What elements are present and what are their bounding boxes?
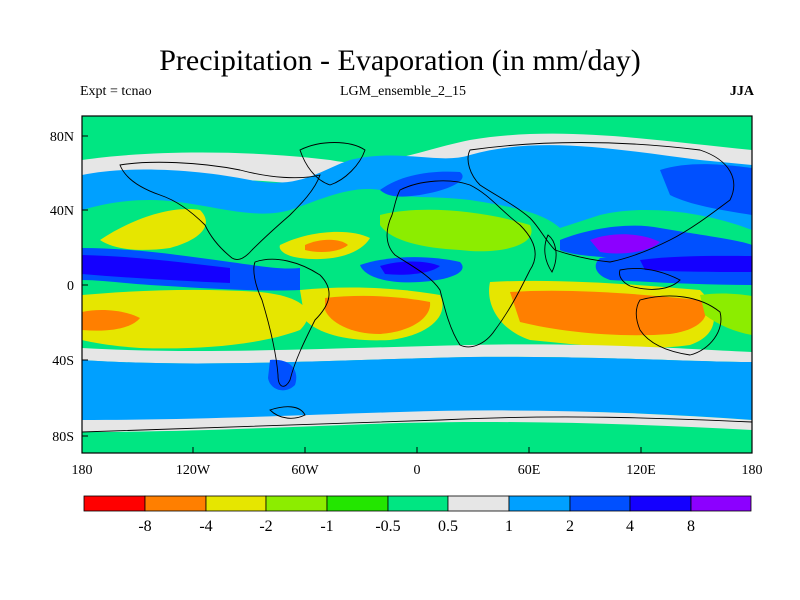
field-south-pacific-orange <box>82 310 140 331</box>
lat-axis: 80N 40N 0 40S 80S <box>50 130 88 445</box>
colorbar-label: -4 <box>199 518 212 535</box>
colorbar-swatch <box>83 495 146 512</box>
coast-south-america <box>253 258 330 387</box>
field-north-atlantic-deep <box>380 171 463 197</box>
field-itcz-atlantic-violet <box>380 261 440 275</box>
colorbar-label: 4 <box>626 518 634 535</box>
lon-label: 180 <box>72 463 93 478</box>
coast-asia <box>467 142 735 263</box>
lon-label: 180 <box>742 463 763 478</box>
field-itcz-pacific-violet <box>82 255 230 283</box>
lon-label: 60E <box>518 463 541 478</box>
field-south-grey-band <box>82 344 752 364</box>
colorbar: -8 -4 -2 -1 -0.5 0.5 1 2 4 8 <box>83 495 752 535</box>
colorbar-label: -0.5 <box>375 518 400 535</box>
colorbar-swatch <box>326 495 389 512</box>
field-north-pacific-yellow <box>100 209 206 250</box>
lat-label: 80N <box>50 130 74 145</box>
season-label: JJA <box>729 84 754 99</box>
field-southern-ocean-deep <box>268 359 297 391</box>
lon-label: 0 <box>414 463 421 478</box>
field-asia-violet <box>590 234 660 254</box>
coast-north-america <box>119 161 321 261</box>
field-indian-ocean-orange <box>510 290 706 336</box>
field-north-pacific-deep <box>660 164 752 215</box>
coast-europe-africa <box>386 180 536 348</box>
colorbar-label: -1 <box>320 518 333 535</box>
lon-label: 120W <box>176 463 211 478</box>
lon-label: 60W <box>291 463 319 478</box>
colorbar-label: -2 <box>259 518 272 535</box>
ensemble-label: LGM_ensemble_2_15 <box>340 84 466 99</box>
field-warm-pool-violet <box>640 255 752 272</box>
coast-india <box>544 234 557 273</box>
colorbar-swatch <box>508 495 571 512</box>
map-title: Precipitation - Evaporation (in mm/day) <box>159 44 641 77</box>
field-south-pacific-yellow <box>82 289 308 349</box>
colorbar-swatch <box>629 495 692 512</box>
colorbar-swatch <box>690 495 752 512</box>
lat-label: 40N <box>50 204 74 219</box>
field-southern-ocean-blue <box>82 356 752 420</box>
colorbar-label: 8 <box>687 518 695 535</box>
field-south-atlantic-orange <box>325 295 431 334</box>
lat-label: 80S <box>52 430 74 445</box>
colorbar-swatch <box>144 495 207 512</box>
coastlines <box>82 142 752 433</box>
field-sahara-yellow <box>380 209 532 252</box>
lat-label: 0 <box>67 279 74 294</box>
colorbar-swatch <box>205 495 267 512</box>
coast-greenland <box>299 142 366 186</box>
coast-indonesia <box>619 268 681 290</box>
coast-antarctic-peninsula <box>269 406 306 419</box>
colorbar-swatch <box>447 495 510 512</box>
map-field <box>82 116 752 453</box>
colorbar-swatch <box>265 495 328 512</box>
lon-label: 120E <box>626 463 656 478</box>
colorbar-swatch <box>387 495 449 512</box>
field-north-atlantic-orange <box>305 239 348 253</box>
colorbar-label: -8 <box>138 518 151 535</box>
lat-label: 40S <box>52 354 74 369</box>
lon-axis: 180 120W 60W 0 60E 120E 180 <box>72 447 763 478</box>
field-south-pacific-east-yellow <box>700 293 752 335</box>
experiment-label: Expt = tcnao <box>80 84 152 99</box>
colorbar-swatch <box>569 495 631 512</box>
coast-antarctica <box>82 416 752 433</box>
coast-australia <box>635 295 722 356</box>
colorbar-label: 1 <box>505 518 513 535</box>
colorbar-label: 0.5 <box>438 518 458 535</box>
colorbar-label: 2 <box>566 518 574 535</box>
